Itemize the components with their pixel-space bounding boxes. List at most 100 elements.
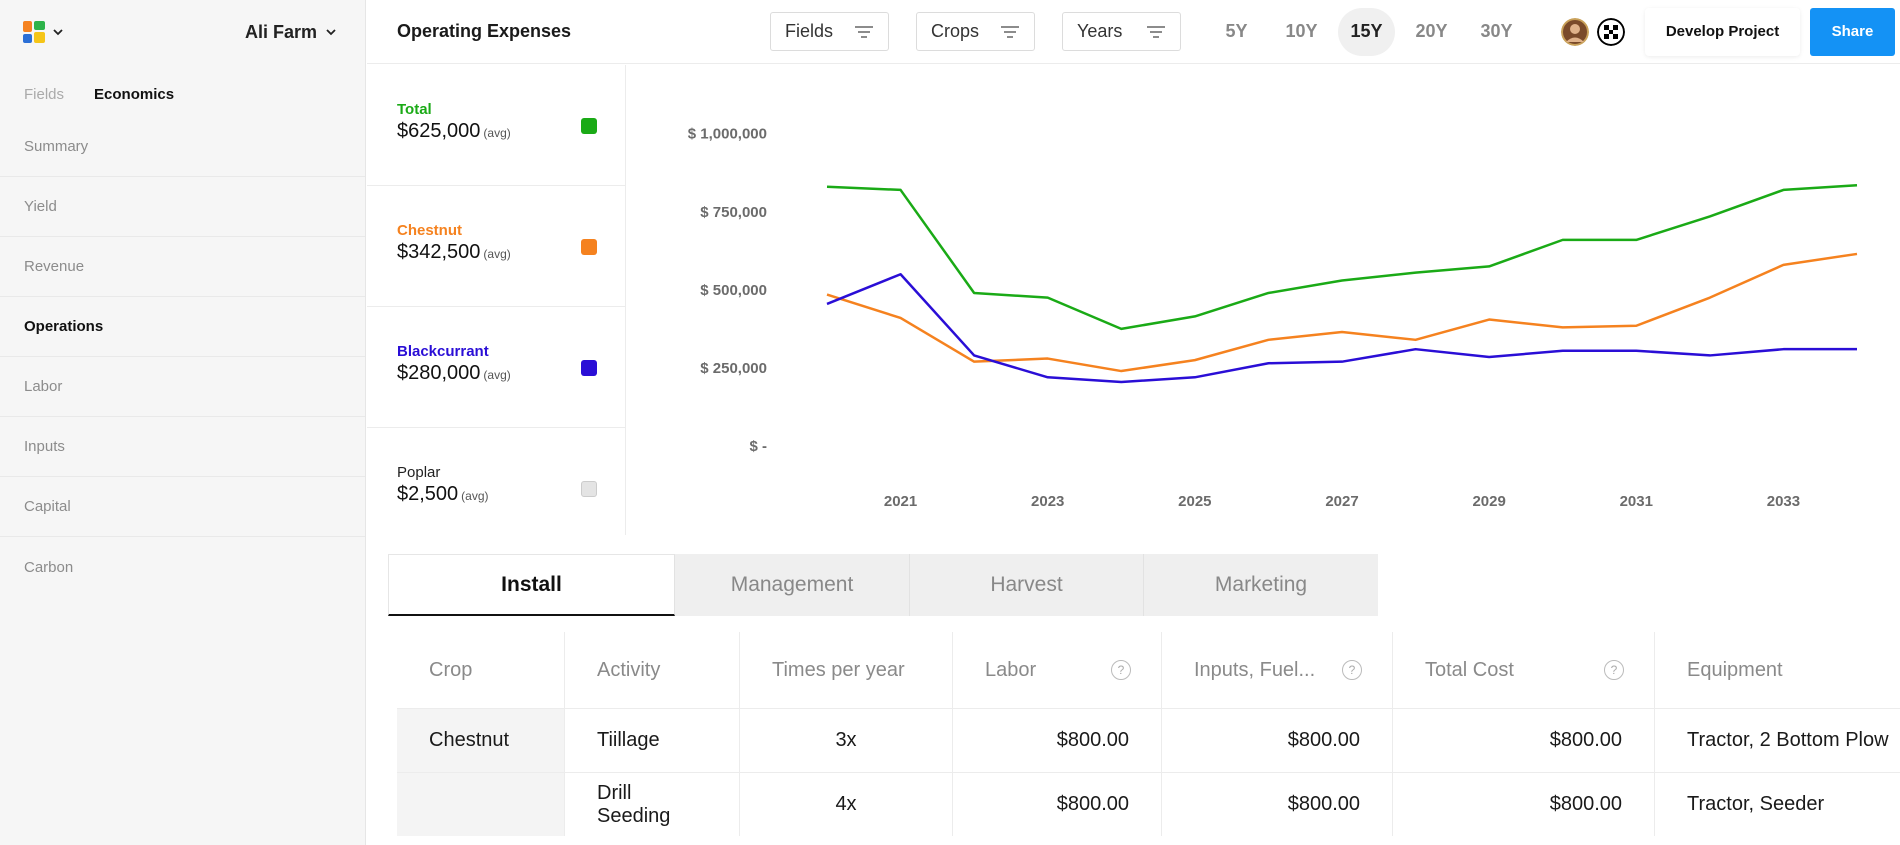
help-icon[interactable]: ? — [1604, 660, 1624, 680]
sidebar-tabs: Fields Economics — [0, 64, 365, 117]
times-cell[interactable]: 4x — [740, 772, 953, 836]
fields-filter[interactable]: Fields — [770, 12, 889, 51]
column-header-inputs[interactable]: Inputs, Fuel... ? — [1162, 632, 1393, 708]
legend-label: Blackcurrant — [397, 343, 489, 360]
legend-value: $2,500 (avg) — [397, 483, 625, 506]
period-30y[interactable]: 30Y — [1480, 21, 1513, 41]
sidebar-item-summary[interactable]: Summary — [0, 117, 365, 177]
share-button[interactable]: Share — [1810, 7, 1895, 56]
equipment-cell[interactable]: Tractor, 2 Bottom Plow — [1655, 708, 1900, 772]
legend-avg: (avg) — [483, 368, 511, 382]
table-row[interactable]: Chestnut Tiillage 3x $800.00 $800.00 $80… — [397, 708, 1900, 772]
column-header-activity[interactable]: Activity — [565, 632, 740, 708]
sidebar: Ali Farm Fields Economics Summary Yield … — [0, 0, 366, 845]
sidebar-item-carbon[interactable]: Carbon — [24, 558, 74, 576]
help-icon[interactable]: ? — [1111, 660, 1131, 680]
legend-value: $280,000 (avg) — [397, 362, 625, 385]
x-tick-label: 2025 — [1178, 493, 1211, 510]
legend-avg: (avg) — [461, 489, 489, 503]
crops-filter-label: Crops — [931, 21, 980, 41]
top-bar: Operating Expenses Fields Crops Years 5Y… — [367, 0, 1900, 64]
legend-swatch[interactable] — [581, 481, 597, 497]
sidebar-item-labor[interactable]: Labor — [0, 357, 365, 417]
legend-swatch[interactable] — [581, 239, 597, 255]
inputs-cell[interactable]: $800.00 — [1162, 708, 1393, 772]
table-header-row: Crop Activity Times per year Labor ? Inp… — [397, 632, 1900, 708]
tab-marketing[interactable]: Marketing — [1144, 554, 1378, 616]
total-cost-cell: $800.00 — [1393, 708, 1655, 772]
legend-panel: Total $625,000 (avg) Chestnut $342,500 (av… — [367, 65, 626, 535]
inputs-cell[interactable]: $800.00 — [1162, 772, 1393, 836]
series-line-total[interactable] — [826, 183, 1858, 331]
times-cell[interactable]: 3x — [740, 708, 953, 772]
sidebar-item-revenue[interactable]: Revenue — [0, 237, 365, 297]
table-row[interactable]: Drill Seeding 4x $800.00 $800.00 $800.00… — [397, 772, 1900, 836]
sidebar-item-capital[interactable]: Capital — [0, 477, 365, 537]
legend-value-amount: $2,500 — [397, 483, 459, 505]
sidebar-item-inputs[interactable]: Inputs — [0, 417, 365, 477]
x-tick-label: 2033 — [1767, 493, 1800, 510]
operations-table: Crop Activity Times per year Labor ? Inp… — [397, 632, 1900, 836]
tab-management[interactable]: Management — [675, 554, 910, 616]
user-avatar[interactable] — [1561, 17, 1589, 46]
help-icon[interactable]: ? — [1342, 660, 1362, 680]
activity-cell[interactable]: Tiillage — [565, 708, 740, 772]
legend-value: $625,000 (avg) — [397, 120, 625, 143]
years-filter[interactable]: Years — [1062, 12, 1181, 51]
period-10y[interactable]: 10Y — [1285, 21, 1318, 41]
column-header-labor[interactable]: Labor ? — [953, 632, 1162, 708]
x-tick-label: 2027 — [1325, 493, 1358, 510]
column-header-label: Total Cost — [1425, 658, 1514, 681]
legend-label: Chestnut — [397, 222, 462, 239]
legend-item-chestnut[interactable]: Chestnut $342,500 (avg) — [367, 186, 625, 307]
y-tick-label: $ 1,000,000 — [688, 126, 767, 143]
legend-swatch[interactable] — [581, 360, 597, 376]
column-header-crop[interactable]: Crop — [397, 632, 565, 708]
series-line-chestnut[interactable] — [826, 252, 1858, 373]
series-line-blackcurrant[interactable] — [826, 272, 1857, 384]
tab-harvest[interactable]: Harvest — [910, 554, 1144, 616]
app-logo-icon — [23, 21, 45, 43]
column-header-label: Labor — [985, 658, 1037, 681]
legend-avg: (avg) — [483, 126, 511, 140]
farm-selector[interactable]: Ali Farm — [245, 22, 337, 43]
sidebar-header: Ali Farm — [0, 0, 365, 64]
legend-item-total[interactable]: Total $625,000 (avg) — [367, 65, 625, 186]
develop-project-button[interactable]: Develop Project — [1645, 8, 1800, 56]
equipment-cell[interactable]: Tractor, Seeder — [1655, 772, 1900, 836]
column-header-equipment[interactable]: Equipment — [1687, 658, 1783, 681]
app-menu[interactable] — [22, 20, 64, 44]
x-tick-label: 2021 — [884, 493, 917, 510]
legend-item-poplar[interactable]: Poplar $2,500 (avg) — [367, 428, 625, 549]
sidebar-item-yield[interactable]: Yield — [0, 177, 365, 237]
labor-cell[interactable]: $800.00 — [953, 772, 1162, 836]
collaborator-avatar[interactable] — [1597, 17, 1625, 46]
column-header-times-per-year[interactable]: Times per year — [740, 632, 953, 708]
total-cost-cell: $800.00 — [1393, 772, 1655, 836]
y-tick-label: $ 500,000 — [700, 282, 767, 299]
y-tick-label: $ 250,000 — [700, 360, 767, 377]
crop-cell — [397, 772, 565, 836]
labor-cell[interactable]: $800.00 — [953, 708, 1162, 772]
legend-label: Total — [397, 101, 432, 118]
period-15y[interactable]: 15Y — [1338, 7, 1395, 56]
legend-value-amount: $280,000 — [397, 362, 481, 384]
legend-avg: (avg) — [483, 247, 511, 261]
crops-filter[interactable]: Crops — [916, 12, 1035, 51]
period-20y[interactable]: 20Y — [1415, 21, 1448, 41]
legend-value-amount: $625,000 — [397, 120, 481, 142]
sidebar-tab-fields[interactable]: Fields — [24, 86, 65, 103]
crop-cell: Chestnut — [397, 708, 565, 772]
line-chart: $ 1,000,000 $ 750,000 $ 500,000 $ 250,000 $ … — [688, 126, 1858, 510]
sidebar-tab-economics[interactable]: Economics — [94, 86, 175, 103]
column-header-total-cost[interactable]: Total Cost ? — [1393, 632, 1655, 708]
activity-cell[interactable]: Drill Seeding — [565, 772, 740, 836]
x-tick-label: 2031 — [1620, 493, 1653, 510]
tab-install[interactable]: Install — [388, 554, 675, 616]
page-title: Operating Expenses — [397, 21, 572, 41]
period-5y[interactable]: 5Y — [1225, 21, 1248, 41]
filter-icon — [1147, 25, 1165, 38]
legend-swatch[interactable] — [581, 118, 597, 134]
legend-item-blackcurrant[interactable]: Blackcurrant $280,000 (avg) — [367, 307, 625, 428]
sidebar-item-operations[interactable]: Operations — [0, 297, 365, 357]
